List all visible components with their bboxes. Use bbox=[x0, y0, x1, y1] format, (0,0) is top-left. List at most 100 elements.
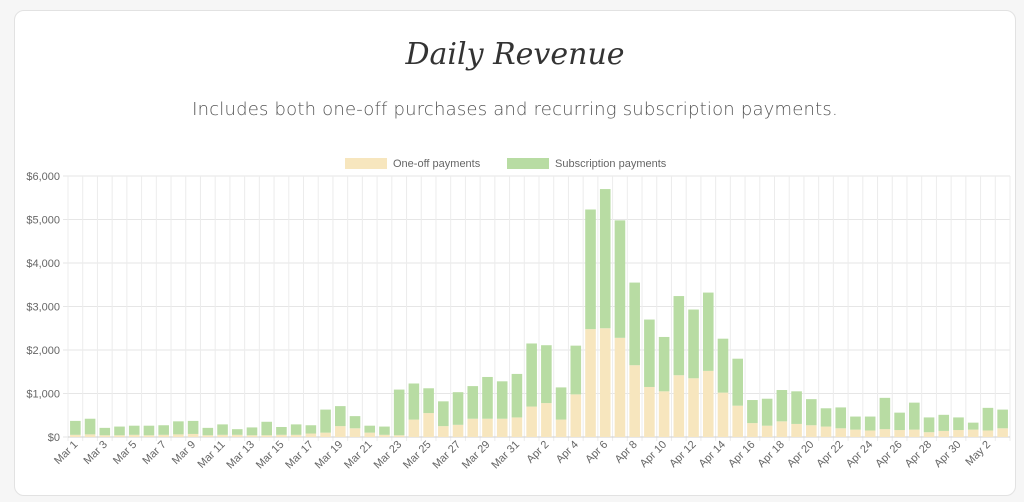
bar-subscription[interactable] bbox=[747, 400, 758, 424]
bar-oneoff[interactable] bbox=[511, 417, 523, 437]
bar-oneoff[interactable] bbox=[599, 328, 611, 437]
bar-subscription[interactable] bbox=[305, 425, 317, 434]
bar-subscription[interactable] bbox=[276, 426, 287, 435]
bar-subscription[interactable] bbox=[938, 414, 950, 431]
bar-oneoff[interactable] bbox=[438, 426, 449, 437]
bar-subscription[interactable] bbox=[114, 426, 125, 436]
bar-subscription[interactable] bbox=[805, 399, 817, 426]
bar-subscription[interactable] bbox=[629, 282, 640, 366]
bar-subscription[interactable] bbox=[128, 425, 140, 435]
bar-oneoff[interactable] bbox=[217, 434, 228, 437]
bar-subscription[interactable] bbox=[320, 409, 331, 433]
bar-oneoff[interactable] bbox=[732, 405, 744, 437]
bar-oneoff[interactable] bbox=[555, 419, 567, 437]
bar-oneoff[interactable] bbox=[894, 430, 905, 437]
bar-subscription[interactable] bbox=[614, 220, 626, 338]
bar-subscription[interactable] bbox=[732, 358, 744, 406]
bar-oneoff[interactable] bbox=[423, 413, 434, 437]
bar-subscription[interactable] bbox=[850, 416, 861, 430]
bar-oneoff[interactable] bbox=[231, 434, 243, 437]
bar-oneoff[interactable] bbox=[364, 432, 376, 437]
bar-subscription[interactable] bbox=[173, 421, 184, 435]
bar-oneoff[interactable] bbox=[820, 426, 832, 437]
bar-oneoff[interactable] bbox=[953, 430, 964, 437]
legend-label-subscription[interactable]: Subscription payments bbox=[555, 158, 667, 170]
bar-oneoff[interactable] bbox=[349, 428, 361, 437]
bar-oneoff[interactable] bbox=[84, 434, 96, 437]
bar-oneoff[interactable] bbox=[614, 337, 626, 437]
bar-oneoff[interactable] bbox=[761, 425, 773, 437]
bar-oneoff[interactable] bbox=[114, 435, 125, 437]
bar-oneoff[interactable] bbox=[717, 392, 729, 437]
bar-subscription[interactable] bbox=[658, 336, 670, 392]
bar-subscription[interactable] bbox=[599, 189, 611, 329]
bar-subscription[interactable] bbox=[393, 389, 405, 436]
bar-subscription[interactable] bbox=[452, 392, 464, 425]
bar-oneoff[interactable] bbox=[747, 423, 758, 437]
bar-subscription[interactable] bbox=[541, 345, 552, 404]
bar-subscription[interactable] bbox=[673, 296, 685, 376]
bar-oneoff[interactable] bbox=[246, 435, 258, 437]
bar-subscription[interactable] bbox=[526, 343, 537, 407]
bar-subscription[interactable] bbox=[84, 418, 96, 435]
bar-oneoff[interactable] bbox=[923, 432, 935, 437]
bar-oneoff[interactable] bbox=[938, 430, 950, 437]
bar-subscription[interactable] bbox=[187, 420, 199, 434]
bar-subscription[interactable] bbox=[997, 409, 1008, 429]
bar-oneoff[interactable] bbox=[644, 386, 655, 437]
bar-oneoff[interactable] bbox=[658, 391, 670, 437]
bar-oneoff[interactable] bbox=[334, 426, 346, 437]
bar-subscription[interactable] bbox=[438, 401, 449, 427]
bar-oneoff[interactable] bbox=[305, 433, 317, 437]
bar-oneoff[interactable] bbox=[982, 430, 994, 437]
bar-oneoff[interactable] bbox=[673, 375, 685, 437]
bar-oneoff[interactable] bbox=[688, 378, 699, 437]
bar-oneoff[interactable] bbox=[879, 429, 891, 437]
bar-subscription[interactable] bbox=[555, 387, 567, 420]
bar-oneoff[interactable] bbox=[261, 435, 273, 437]
bar-oneoff[interactable] bbox=[909, 429, 920, 437]
bar-oneoff[interactable] bbox=[526, 406, 537, 437]
bar-subscription[interactable] bbox=[467, 386, 479, 419]
bar-subscription[interactable] bbox=[967, 422, 979, 430]
bar-oneoff[interactable] bbox=[276, 434, 287, 437]
legend-label-oneoff[interactable]: One-off payments bbox=[393, 158, 481, 170]
bar-oneoff[interactable] bbox=[570, 394, 582, 437]
bar-subscription[interactable] bbox=[864, 416, 876, 431]
bar-oneoff[interactable] bbox=[158, 434, 169, 437]
bar-oneoff[interactable] bbox=[467, 418, 479, 437]
bar-subscription[interactable] bbox=[717, 338, 729, 393]
bar-subscription[interactable] bbox=[423, 388, 434, 414]
bar-subscription[interactable] bbox=[982, 407, 994, 431]
bar-subscription[interactable] bbox=[408, 383, 420, 420]
bar-oneoff[interactable] bbox=[997, 428, 1008, 437]
bar-oneoff[interactable] bbox=[482, 418, 493, 437]
bar-oneoff[interactable] bbox=[173, 434, 184, 437]
bar-subscription[interactable] bbox=[570, 345, 582, 395]
bar-oneoff[interactable] bbox=[393, 435, 405, 437]
bar-subscription[interactable] bbox=[585, 209, 596, 330]
bar-oneoff[interactable] bbox=[850, 429, 861, 437]
bar-oneoff[interactable] bbox=[791, 423, 802, 437]
bar-subscription[interactable] bbox=[349, 416, 361, 429]
bar-oneoff[interactable] bbox=[541, 403, 552, 437]
legend[interactable]: One-off payments Subscription payments bbox=[345, 158, 667, 170]
bar-subscription[interactable] bbox=[334, 406, 346, 427]
bar-subscription[interactable] bbox=[702, 292, 714, 371]
bar-subscription[interactable] bbox=[99, 427, 111, 436]
bar-oneoff[interactable] bbox=[187, 433, 199, 437]
bar-subscription[interactable] bbox=[511, 373, 523, 418]
bar-oneoff[interactable] bbox=[585, 329, 596, 437]
bar-oneoff[interactable] bbox=[128, 434, 140, 437]
bar-oneoff[interactable] bbox=[70, 434, 81, 437]
bar-subscription[interactable] bbox=[290, 424, 302, 435]
bar-subscription[interactable] bbox=[231, 429, 243, 435]
bar-oneoff[interactable] bbox=[835, 428, 847, 437]
bar-subscription[interactable] bbox=[835, 407, 847, 429]
bar-oneoff[interactable] bbox=[379, 434, 390, 437]
bar-subscription[interactable] bbox=[776, 390, 788, 422]
bar-subscription[interactable] bbox=[953, 417, 964, 431]
bar-oneoff[interactable] bbox=[776, 421, 788, 437]
bar-subscription[interactable] bbox=[482, 376, 493, 419]
bar-oneoff[interactable] bbox=[967, 429, 979, 437]
